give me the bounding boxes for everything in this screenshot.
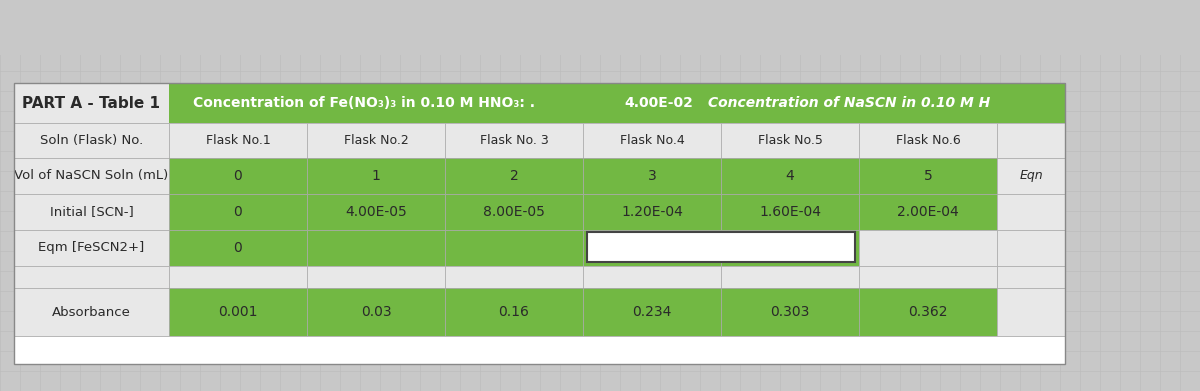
Bar [859, 123, 997, 158]
Text: Flask No. 3: Flask No. 3 [480, 134, 548, 147]
Bar [583, 266, 721, 288]
Text: 1.20E-04: 1.20E-04 [622, 205, 683, 219]
Text: Eqm [FeSCN2+]: Eqm [FeSCN2+] [38, 242, 145, 255]
Text: 4.00E-02: 4.00E-02 [624, 96, 694, 110]
Bar [445, 194, 583, 230]
Text: 0.001: 0.001 [218, 305, 258, 319]
Bar [583, 288, 721, 336]
Bar [307, 194, 445, 230]
Text: 5: 5 [924, 169, 932, 183]
Bar [583, 158, 721, 194]
Text: 1.60E-04: 1.60E-04 [760, 205, 821, 219]
Bar [445, 158, 583, 194]
Bar [997, 194, 1066, 230]
Bar [721, 266, 859, 288]
Bar [307, 123, 445, 158]
Text: 0: 0 [234, 169, 242, 183]
Bar [0, 0, 1200, 55]
Text: Flask No.2: Flask No.2 [343, 134, 408, 147]
Bar [721, 123, 859, 158]
Bar [169, 230, 307, 266]
Text: 0.362: 0.362 [908, 305, 948, 319]
Text: 0.03: 0.03 [361, 305, 391, 319]
Text: Concentration of NaSCN in 0.10 M H: Concentration of NaSCN in 0.10 M H [708, 96, 990, 110]
Text: 3: 3 [648, 169, 656, 183]
Bar [721, 230, 859, 266]
Bar [859, 194, 997, 230]
Text: Soln (Flask) No.: Soln (Flask) No. [40, 134, 143, 147]
Bar [997, 266, 1066, 288]
Bar [721, 194, 859, 230]
Bar [307, 230, 445, 266]
Text: 2.00E-04: 2.00E-04 [898, 205, 959, 219]
Bar [721, 158, 859, 194]
Bar [445, 288, 583, 336]
Bar [14, 83, 1066, 364]
Bar [14, 194, 169, 230]
Text: 8.00E-05: 8.00E-05 [484, 205, 545, 219]
Bar [169, 83, 1066, 123]
Bar [14, 123, 169, 158]
Bar [14, 230, 169, 266]
Bar [14, 266, 169, 288]
Bar [583, 123, 721, 158]
Bar [169, 194, 307, 230]
Bar [14, 336, 1066, 364]
Bar [169, 288, 307, 336]
Text: Vol of NaSCN Soln (mL): Vol of NaSCN Soln (mL) [14, 170, 169, 183]
Bar [445, 266, 583, 288]
Bar [307, 266, 445, 288]
Text: 0.234: 0.234 [632, 305, 672, 319]
Text: Absorbance: Absorbance [52, 305, 131, 319]
Bar [169, 123, 307, 158]
Bar [997, 230, 1066, 266]
Text: 2: 2 [510, 169, 518, 183]
Bar [307, 288, 445, 336]
Text: 0: 0 [234, 241, 242, 255]
Text: Flask No.5: Flask No.5 [757, 134, 822, 147]
Text: Flask No.1: Flask No.1 [205, 134, 270, 147]
Text: 0: 0 [234, 205, 242, 219]
Bar [997, 123, 1066, 158]
Text: 1: 1 [372, 169, 380, 183]
Bar [169, 158, 307, 194]
Text: 0.303: 0.303 [770, 305, 810, 319]
Bar [859, 230, 997, 266]
Bar [583, 230, 721, 266]
Bar [587, 232, 854, 262]
Bar [583, 194, 721, 230]
Bar [859, 266, 997, 288]
Text: 4.00E-05: 4.00E-05 [346, 205, 407, 219]
Text: Initial [SCN-]: Initial [SCN-] [49, 206, 133, 219]
Text: 0.16: 0.16 [498, 305, 529, 319]
Bar [859, 158, 997, 194]
Bar [997, 288, 1066, 336]
Bar [721, 288, 859, 336]
Bar [997, 158, 1066, 194]
Bar [14, 158, 169, 194]
Bar [169, 266, 307, 288]
Text: Flask No.4: Flask No.4 [619, 134, 684, 147]
Bar [859, 288, 997, 336]
Text: Flask No.6: Flask No.6 [895, 134, 960, 147]
Bar [445, 230, 583, 266]
Bar [14, 83, 169, 123]
Text: 4: 4 [786, 169, 794, 183]
Text: Eqn: Eqn [1019, 170, 1043, 183]
Bar [445, 123, 583, 158]
Bar [307, 158, 445, 194]
Bar [14, 288, 169, 336]
Text: PART A - Table 1: PART A - Table 1 [23, 95, 161, 111]
Text: Concentration of Fe(NO₃)₃ in 0.10 M HNO₃: .: Concentration of Fe(NO₃)₃ in 0.10 M HNO₃… [193, 96, 535, 110]
